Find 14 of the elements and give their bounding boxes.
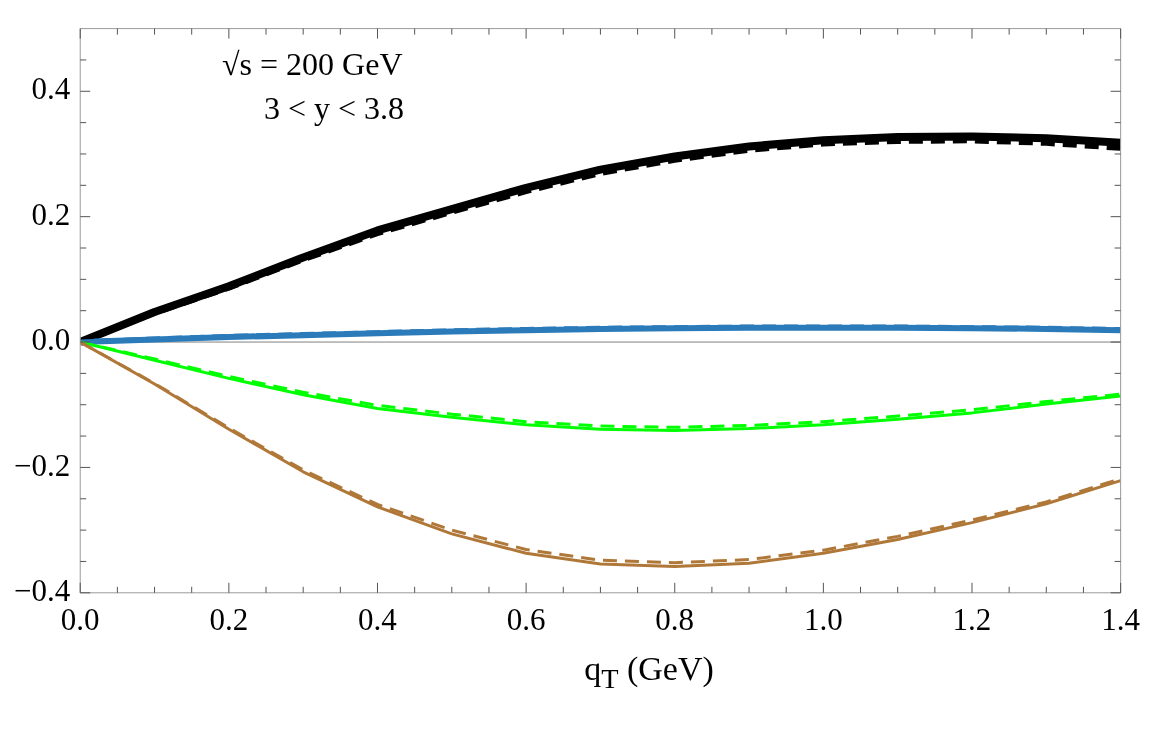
y-tick-label: 0.2 — [31, 196, 71, 232]
x-tick-label: 1.2 — [952, 601, 992, 637]
x-tick-label: 0.8 — [655, 601, 695, 637]
y-tick-label: 0.0 — [31, 322, 71, 358]
x-tick-label: 0.2 — [209, 601, 249, 637]
y-tick-label: −0.2 — [14, 447, 71, 483]
annotation: 3 < y < 3.8 — [263, 89, 405, 128]
x-tick-label: 0.6 — [506, 601, 546, 637]
x-axis-title: q$_{T}$ (GeV) — [583, 650, 715, 695]
x-tick-label: 1.4 — [1101, 601, 1141, 637]
annotation: √s = 200 GeV — [222, 45, 404, 84]
x-tick-label: 0.4 — [358, 601, 398, 637]
x-tick-label: 1.0 — [804, 601, 843, 637]
y-tick-label: 0.4 — [31, 71, 71, 107]
